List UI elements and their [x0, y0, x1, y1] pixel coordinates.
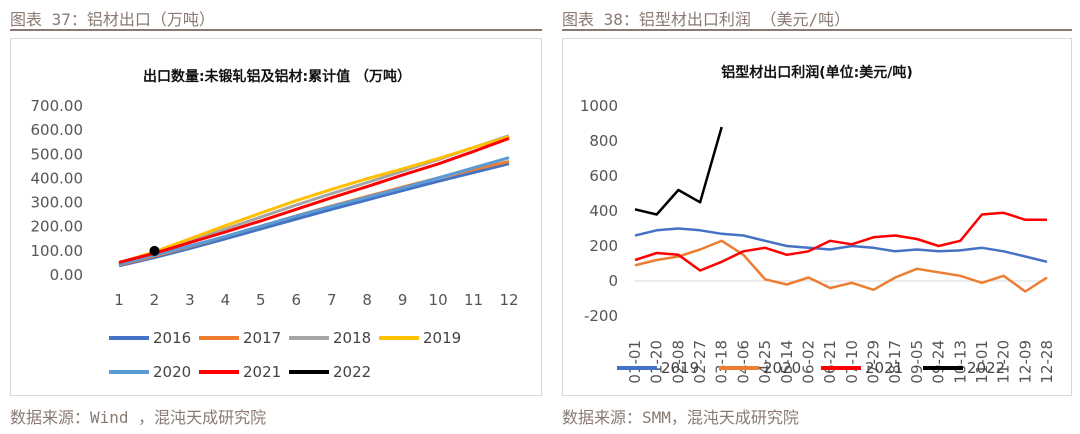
x-tick-label: 9 [398, 291, 408, 309]
legend-label-2020: 2020 [763, 359, 801, 377]
x-tick-label: 04-25 [756, 340, 774, 384]
y-tick-label: 100.00 [31, 242, 84, 260]
x-tick-label: 5 [256, 291, 266, 309]
y-tick-label: 600.00 [31, 121, 84, 139]
x-tick-label: 7 [327, 291, 337, 309]
x-tick-label: 06-21 [821, 340, 839, 384]
source-note-left: 数据来源：Wind ，混沌天成研究院 [10, 408, 267, 427]
x-tick-label: 04-06 [734, 340, 752, 384]
x-tick-label: 02-27 [691, 340, 709, 384]
x-tick-label: 03-18 [713, 340, 731, 384]
legend-label-2019: 2019 [661, 359, 699, 377]
legend-label-2020: 2020 [153, 363, 191, 381]
x-tick-label: 8 [362, 291, 372, 309]
legend-label-2022: 2022 [333, 363, 371, 381]
export-volume-chart: 出口数量:未锻轧铝及铝材:累计值 （万吨） 0.00 100.00 200.00 300… [31, 68, 519, 381]
x-tick-label: 01-01 [626, 340, 644, 384]
figure-caption-right: 图表 38：铝型材出口利润 （美元/吨） [562, 10, 851, 29]
figure-caption-left: 图表 37：铝材出口（万吨） [10, 10, 215, 29]
y-tick-label: 600 [589, 167, 618, 185]
y-tick-label: 0 [608, 272, 618, 290]
caption-rule-right [562, 29, 1072, 31]
series-line-2019 [118, 135, 510, 265]
legend-label-2021: 2021 [243, 363, 281, 381]
y-tick-label: 300.00 [31, 194, 84, 212]
legend-label-2021: 2021 [865, 359, 903, 377]
x-tick-label: 10-13 [951, 340, 969, 384]
x-tick-label: 3 [185, 291, 195, 309]
chart-panel-right: 铝型材出口利润(单位:美元/吨) -200 0 200 400 600 800 1000 01-… [562, 38, 1072, 396]
x-tick-label: 12 [499, 291, 518, 309]
x-tick-label: 08-17 [886, 340, 904, 384]
x-tick-label: 07-10 [843, 340, 861, 384]
x-tick-label: 07-29 [865, 340, 883, 384]
series-line-2019 [634, 227, 1048, 264]
x-tick-label: 2 [150, 291, 160, 309]
x-tick-label: 11 [464, 291, 483, 309]
x-tick-label: 1 [114, 291, 124, 309]
y-tick-label: 1000 [580, 97, 618, 115]
y-tick-label: 700.00 [31, 97, 84, 115]
legend-label-2017: 2017 [243, 329, 281, 347]
series-line-2020 [634, 239, 1048, 293]
x-tick-label: 09-24 [930, 340, 948, 384]
x-tick-label: 11-01 [973, 340, 991, 384]
y-tick-label: -200 [584, 307, 618, 325]
y-tick-label: 0.00 [50, 266, 83, 284]
x-tick-label: 6 [291, 291, 301, 309]
data-point-2022 [149, 245, 160, 256]
x-tick-label: 01-20 [648, 340, 666, 384]
x-tick-label: 09-05 [908, 340, 926, 384]
y-tick-label: 200.00 [31, 218, 84, 236]
x-tick-label: 12-09 [1016, 340, 1034, 384]
series-line-2021 [634, 211, 1047, 272]
caption-rule-left [10, 29, 542, 31]
x-tick-label: 06-02 [799, 340, 817, 384]
chart-title: 铝型材出口利润(单位:美元/吨) [721, 64, 913, 81]
series-line-2021 [118, 136, 510, 264]
legend-label-2018: 2018 [333, 329, 371, 347]
source-note-right: 数据来源：SMM，混沌天成研究院 [562, 408, 799, 427]
y-tick-label: 800 [589, 132, 618, 150]
x-tick-label: 11-20 [995, 340, 1013, 384]
y-tick-label: 400.00 [31, 169, 84, 187]
x-tick-label: 02-08 [669, 340, 687, 384]
x-tick-label: 05-14 [778, 340, 796, 384]
chart-panel-left: 出口数量:未锻轧铝及铝材:累计值 （万吨） 0.00 100.00 200.00 300… [10, 38, 542, 396]
y-tick-label: 500.00 [31, 145, 84, 163]
legend-label-2019: 2019 [423, 329, 461, 347]
series-line-2016 [118, 162, 510, 268]
legend-label-2022: 2022 [967, 359, 1005, 377]
x-tick-label: 4 [221, 291, 231, 309]
legend-label-2016: 2016 [153, 329, 191, 347]
y-tick-label: 200 [589, 237, 618, 255]
x-tick-label: 12-28 [1038, 340, 1056, 384]
y-tick-label: 400 [589, 202, 618, 220]
series-line-2022 [634, 126, 723, 216]
x-tick-label: 10 [429, 291, 448, 309]
export-profit-chart: 铝型材出口利润(单位:美元/吨) -200 0 200 400 600 800 1000 01-… [580, 64, 1056, 384]
chart-title: 出口数量:未锻轧铝及铝材:累计值 （万吨） [143, 68, 411, 85]
series-line-2020 [118, 156, 510, 266]
